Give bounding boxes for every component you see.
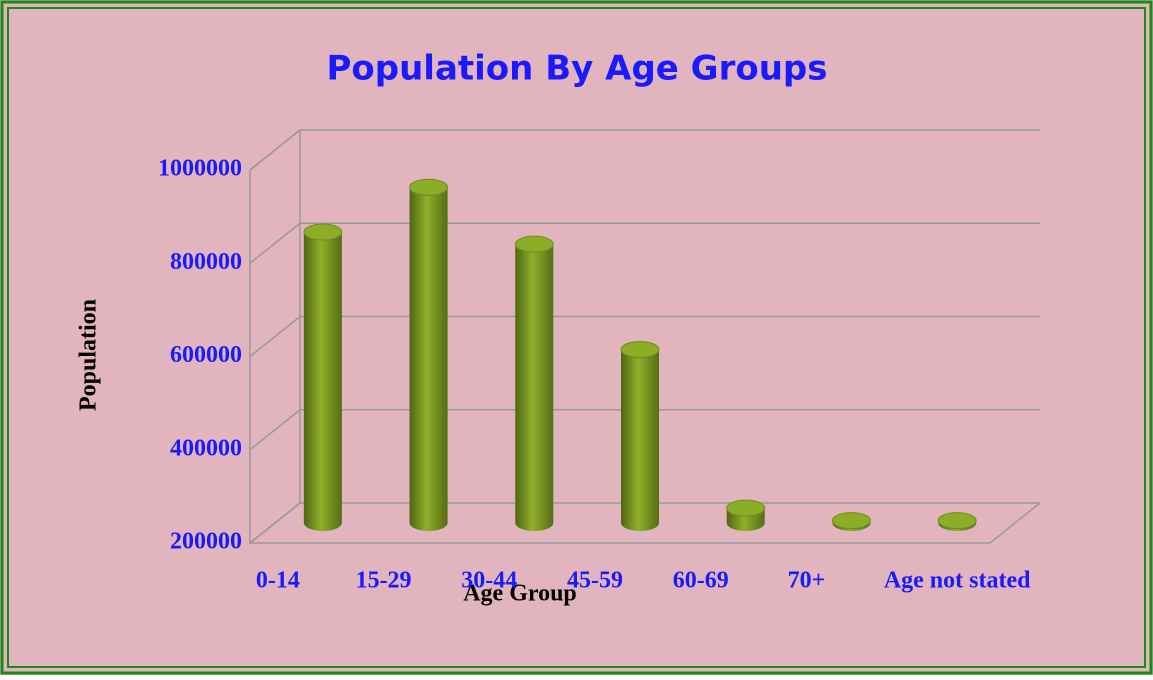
bar [409,187,448,532]
bar [515,244,554,531]
x-tick-label: 30-44 [461,568,517,594]
y-tick-label: 800000 [170,249,242,275]
bar [621,349,659,531]
x-tick-label: 15-29 [356,568,412,594]
bar-top [514,235,554,253]
chart-title: Population By Age Groups [326,49,827,89]
grid-line [249,315,1040,358]
x-axis-label: Age Group [463,581,577,607]
inner-border [7,7,1146,668]
grid-line [249,222,1040,264]
x-tick-label: 70+ [788,568,826,594]
bar-top [937,512,977,530]
y-tick-label: 1000000 [158,156,242,182]
bar-top [620,341,660,359]
y-axis-label: Population [76,299,102,411]
y-tick-label: 600000 [170,342,242,368]
x-tick-label: Age not stated [884,568,1031,594]
bar-top [303,223,343,241]
bar-top [726,499,766,517]
x-tick-label: 45-59 [567,568,623,594]
bar-top [831,512,871,530]
bar-top [409,178,449,196]
grid-line [249,409,1040,451]
y-tick-label: 400000 [170,435,242,461]
grid-line [249,129,1040,171]
bar [303,232,342,531]
y-tick-label: 200000 [170,529,242,555]
x-tick-label: 0-14 [256,568,300,594]
grid-line [249,502,1040,544]
floor-edge [250,502,1041,544]
x-tick-label: 60-69 [673,568,729,594]
